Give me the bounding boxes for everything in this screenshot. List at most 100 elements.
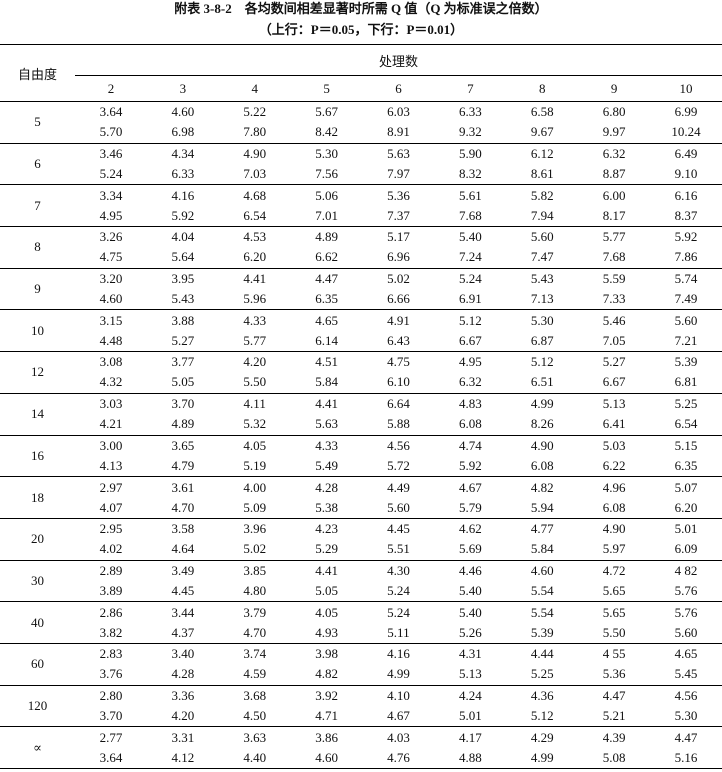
lower-value: 8.37 (674, 207, 698, 223)
upper-value: 4.49 (387, 479, 410, 495)
q-cell: 3.31 4.12 (146, 726, 219, 769)
q-cell: 6.99 10.24 (650, 101, 722, 144)
upper-value: 3.49 (171, 562, 195, 578)
q-cell: 5.36 7.37 (362, 184, 435, 228)
q-cell: 4.95 6.32 (434, 351, 507, 394)
lower-value: 6.10 (387, 374, 410, 390)
q-cell: 4.24 5.01 (434, 685, 507, 728)
q-cell: 4.16 4.99 (362, 643, 435, 686)
q-cell: 4.29 4.99 (506, 726, 579, 769)
lower-value: 3.64 (99, 749, 123, 765)
lower-value: 7.56 (315, 166, 338, 182)
upper-value: 3.20 (99, 271, 123, 287)
upper-value: 3.63 (243, 729, 267, 745)
upper-value: 5.03 (602, 437, 626, 453)
lower-value: 5.19 (243, 457, 267, 473)
q-cell: 4.47 6.35 (290, 268, 363, 311)
upper-value: 3.44 (171, 604, 195, 620)
q-cell: 3.88 5.27 (146, 309, 219, 353)
q-cell: 5.13 6.41 (578, 393, 650, 436)
table-row: 7 3.34 4.95 4.16 5.92 4.68 6.54 5.06 7.01 5.36 7.3… (0, 184, 722, 228)
lower-value: 5.84 (315, 374, 338, 390)
upper-value: 5.77 (602, 229, 626, 245)
lower-value: 7.37 (387, 207, 410, 223)
q-cell: 4.75 6.10 (362, 351, 435, 394)
lower-value: 6.35 (674, 457, 698, 473)
upper-value: 3.92 (315, 687, 338, 703)
q-cell: 4.23 5.29 (290, 518, 363, 561)
lower-value: 9.10 (674, 166, 698, 182)
q-cell: 4.47 5.16 (650, 726, 722, 769)
upper-value: 3.34 (99, 187, 123, 203)
table-row: 5 3.64 5.70 4.60 6.98 5.22 7.80 5.67 8.42 6.03 8.9… (0, 101, 722, 144)
q-cell: 3.20 4.60 (75, 268, 147, 311)
upper-value: 4.24 (458, 687, 482, 703)
q-cell: 4.10 4.67 (362, 685, 435, 728)
upper-value: 6.99 (674, 104, 698, 120)
lower-value: 5.36 (602, 666, 626, 682)
q-cell: 3.58 4.64 (146, 518, 219, 561)
upper-value: 3.77 (171, 354, 195, 370)
q-cell: 4.11 5.32 (218, 393, 291, 436)
lower-value: 3.76 (99, 666, 123, 682)
upper-value: 4.00 (243, 479, 267, 495)
table-row: 14 3.03 4.21 3.70 4.89 4.11 5.32 4.41 5.63 6.64 5.… (0, 393, 722, 436)
q-cell: 5.92 7.86 (650, 226, 722, 269)
q-cell: 5.59 7.33 (578, 268, 650, 311)
upper-value: 5.39 (674, 354, 698, 370)
lower-value: 5.01 (458, 707, 482, 723)
lower-value: 6.09 (674, 541, 698, 557)
df-cell: 14 (0, 393, 75, 436)
upper-value: 5.02 (387, 271, 410, 287)
upper-value: 4.39 (602, 729, 626, 745)
lower-value: 5.49 (315, 457, 338, 473)
lower-value: 5.63 (315, 416, 338, 432)
lower-value: 5.79 (458, 499, 482, 515)
upper-value: 3.79 (243, 604, 267, 620)
row-header: 自由度 (0, 44, 75, 102)
q-cell: 3.79 4.70 (218, 601, 291, 644)
column-header: 5 (290, 75, 363, 102)
lower-value: 4.82 (315, 666, 338, 682)
q-cell: 2.86 3.82 (75, 601, 147, 644)
lower-value: 5.76 (674, 582, 698, 598)
upper-value: 4.72 (602, 562, 626, 578)
upper-value: 5.63 (387, 146, 410, 162)
lower-value: 6.22 (602, 457, 626, 473)
upper-value: 4.62 (458, 521, 482, 537)
upper-value: 3.61 (171, 479, 195, 495)
lower-value: 4.02 (99, 541, 123, 557)
q-cell: 2.80 3.70 (75, 685, 147, 728)
lower-value: 7.80 (243, 124, 267, 140)
lower-value: 4.12 (171, 749, 195, 765)
lower-value: 6.20 (243, 249, 267, 265)
lower-value: 5.94 (530, 499, 554, 515)
lower-value: 6.91 (458, 291, 482, 307)
upper-value: 6.03 (387, 104, 410, 120)
q-cell: 5.06 7.01 (290, 184, 363, 228)
lower-value: 6.08 (602, 499, 626, 515)
lower-value: 5.84 (530, 541, 554, 557)
upper-value: 5.65 (602, 604, 626, 620)
lower-value: 5.70 (99, 124, 123, 140)
upper-value: 6.64 (387, 396, 410, 412)
q-cell: 4.05 4.93 (290, 601, 363, 644)
upper-value: 5.06 (315, 187, 338, 203)
lower-value: 5.38 (315, 499, 338, 515)
upper-value: 5.61 (458, 187, 482, 203)
df-cell: 7 (0, 184, 75, 228)
upper-value: 4.11 (243, 396, 266, 412)
lower-value: 3.70 (99, 707, 123, 723)
q-cell: 6.03 8.91 (362, 101, 435, 144)
q-cell: 4 82 5.76 (650, 560, 722, 603)
lower-value: 4.07 (99, 499, 123, 515)
upper-value: 6.80 (602, 104, 626, 120)
q-cell: 4.46 5.40 (434, 560, 507, 603)
q-cell: 4.90 5.97 (578, 518, 650, 561)
lower-value: 6.08 (458, 416, 482, 432)
upper-value: 4.68 (243, 187, 267, 203)
column-header: 10 (650, 75, 722, 102)
upper-value: 3.58 (171, 521, 195, 537)
q-cell: 3.64 5.70 (75, 101, 147, 144)
upper-value: 3.74 (243, 646, 267, 662)
